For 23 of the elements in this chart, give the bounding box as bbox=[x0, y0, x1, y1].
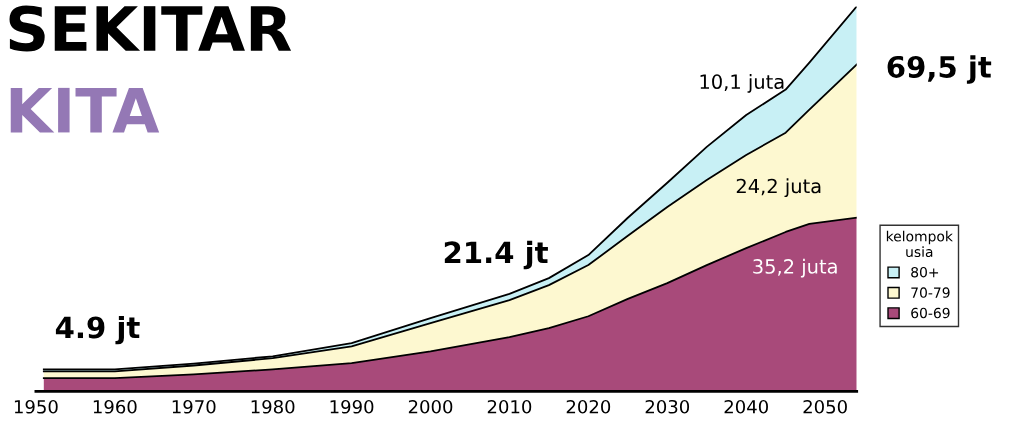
x-tick-label: 1970 bbox=[172, 399, 216, 414]
annotation: 10,1 juta bbox=[700, 74, 784, 93]
x-tick-label: 1980 bbox=[251, 399, 295, 414]
legend-label: 80+ bbox=[911, 266, 939, 278]
x-tick-label: 2050 bbox=[803, 399, 847, 414]
text: 69,5 jt bbox=[887, 55, 992, 84]
legend-label: 70-79 bbox=[911, 287, 950, 298]
x-tick-label: 2000 bbox=[408, 399, 453, 414]
x-tick-label: 1990 bbox=[330, 399, 374, 414]
legend-label: 60-69 bbox=[911, 307, 950, 319]
x-tick-label: 2020 bbox=[566, 399, 611, 414]
x-tick-label: 2010 bbox=[487, 399, 532, 414]
x-tick-label: 2040 bbox=[724, 399, 768, 414]
annotation: 24,2 juta bbox=[736, 178, 821, 198]
x-tick-label: 2030 bbox=[645, 399, 690, 414]
annotation: 35,2 juta bbox=[753, 258, 837, 278]
x-tick-label: 1960 bbox=[93, 399, 137, 414]
legend-title: kelompok usia bbox=[886, 230, 953, 258]
x-tick-label: 1950 bbox=[14, 399, 58, 414]
text: KITA bbox=[10, 87, 160, 133]
annotation: 21.4 jt bbox=[444, 240, 548, 270]
annotation: 4.9 jt bbox=[55, 315, 140, 345]
chart-title: SEKITAR bbox=[9, 5, 292, 52]
